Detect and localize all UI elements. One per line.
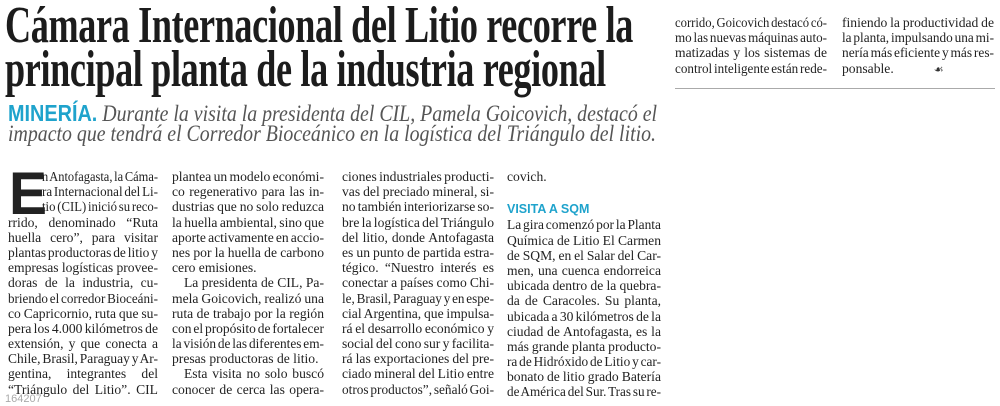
text-line: empresas logísticas provee- [8, 260, 158, 276]
divider [675, 88, 995, 89]
text-line: ciado mineral del Litio entre [342, 366, 494, 382]
text-line: huella cero”, para visitar [8, 229, 158, 245]
text-line: pera los 4.000 kilómetros de [8, 320, 158, 336]
text-line: la visión de las diferentes em- [172, 336, 324, 352]
article-column-6: finiendo la productividad de la planta, i… [842, 15, 994, 76]
text-line: Esta visita no solo buscó [184, 366, 324, 382]
text-line: nes por la huella de carbono [172, 244, 324, 260]
text-line: ciudad de Antofagasta, es la [507, 323, 661, 339]
article-column-2: plantea un modelo económi-co regenerativ… [172, 169, 324, 397]
headline-line: Cámara Internacional del Litio recorre l… [5, 0, 633, 54]
text-line: conectar a países como Chi- [342, 275, 494, 291]
clipping-id: 164207 [5, 393, 42, 405]
text-line: da de Caracoles. Su planta, [507, 293, 661, 309]
text-line: ponsable. ☙ [842, 61, 994, 76]
text-line: de América del Sur. Tras su re- [507, 384, 661, 400]
text-line: plantas productoras de litio y [8, 244, 158, 260]
text-line: más grande planta producto- [507, 338, 661, 354]
subhead-line: impacto que tendrá el Corredor Bioceánic… [8, 121, 656, 146]
text-line: del litio, donde Antofagasta [342, 229, 494, 245]
end-of-article-icon: ☙ [933, 63, 944, 76]
text-line: mela Goicovich, realizó una [172, 290, 324, 306]
text-line: extensión, y que conecta a [8, 336, 158, 352]
text-line: cial Argentina, que impulsa- [342, 305, 494, 321]
text-line: Chile, Brasil, Paraguay y Ar- [8, 351, 158, 367]
text-line: rá el desarrollo económico y [342, 320, 494, 336]
section-heading: VISITA A SQM [507, 202, 590, 217]
text-line: n Antofagasta, la Cáma- [42, 169, 158, 184]
text-line: covich. [507, 169, 547, 184]
text-line: corrido, Goicovich destacó có- [675, 15, 827, 30]
text-line: otros productos”, señaló Goi- [342, 381, 494, 397]
text-line: ra Internacional del Li- [42, 184, 158, 200]
text-line: mo las nuevas máquinas auto- [675, 30, 827, 46]
headline-line: principal planta de la industria regiona… [5, 41, 606, 98]
text-line: ubicada dentro de la quebra- [507, 278, 661, 294]
article-column-4: covich. VISITA A SQM La gira comenzó por… [507, 169, 661, 400]
text-line: presas productoras de litio. [172, 351, 319, 367]
text-line: control inteligente están rede- [675, 60, 827, 76]
text-line: ubicada a 30 kilómetros de la [507, 308, 661, 324]
subhead-text: Durante la visita la presidenta del CIL,… [102, 101, 658, 126]
text-line: briendo el corredor Bioceáni- [8, 290, 158, 306]
text-line: la huella ambiental, sino que [172, 214, 324, 230]
text-line: social del cono sur y facilita- [342, 336, 494, 352]
text-line: tégico. “Nuestro interés es [342, 260, 494, 276]
text-line: nería más eficiente y más res- [842, 45, 994, 61]
text-line: le, Brasil, Paraguay y en espe- [342, 290, 494, 306]
article-column-1: E n Antofagasta, la Cáma-ra Internaciona… [8, 160, 158, 397]
text-line: men, una cuenca endorreica [507, 262, 661, 278]
text-line: aporte activamente en accio- [172, 229, 324, 245]
text-line: cero emisiones. [172, 260, 257, 276]
text-line: co regenerativo para las in- [172, 184, 324, 200]
text-line: doras de la industria, cu- [8, 275, 158, 291]
text-line: bonato de litio grado Batería [507, 369, 661, 385]
text-line: tio (CIL) inició su reco- [42, 199, 158, 215]
text-line: rá las exportaciones del pre- [342, 351, 494, 367]
text-line: dustrias que no solo reduzca [172, 199, 324, 215]
text-line: conocer de cerca las opera- [172, 381, 324, 397]
text-line: ra de Hidróxido de Litio y car- [507, 354, 661, 370]
text-line: matizadas y los sistemas de [675, 45, 827, 61]
text-line: es un punto de partida estra- [342, 244, 494, 260]
text-line: Química de Litio El Carmen [507, 232, 661, 248]
text-line: La gira comenzó por la Planta [507, 217, 661, 233]
article-column-3: ciones industriales producti-vas del pre… [342, 169, 494, 397]
drop-cap: E [9, 160, 48, 227]
section-kicker: MINERÍA. [8, 100, 98, 126]
text-line: “Triángulo del Litio”. CIL [8, 381, 158, 397]
text-line: vas del preciado mineral, si- [342, 184, 494, 200]
text-line: la planta, impulsando una mi- [842, 30, 994, 46]
text-line: con el propósito de fortalecer [172, 320, 324, 336]
text-line: co Capricornio, ruta que su- [8, 305, 158, 321]
text-line: bre la logística del Triángulo [342, 214, 494, 230]
text-line: ruta de trabajo por la región [172, 305, 324, 321]
article-column-5: corrido, Goicovich destacó có-mo las nue… [675, 15, 827, 76]
text-line: gentina, integrantes del [8, 366, 158, 382]
text-line: finiendo la productividad de [842, 15, 994, 30]
text-line: no también interiorizarse so- [342, 199, 494, 215]
text-line: La presidenta de CIL, Pa- [184, 275, 324, 291]
text-line: plantea un modelo económi- [172, 169, 324, 184]
subhead-line: MINERÍA. Durante la visita la presidenta… [8, 100, 658, 126]
text-line: ciones industriales producti- [342, 169, 494, 184]
text-line: rrido, denominado “Ruta [8, 214, 158, 230]
text-line: de SQM, en el Salar del Car- [507, 247, 661, 263]
